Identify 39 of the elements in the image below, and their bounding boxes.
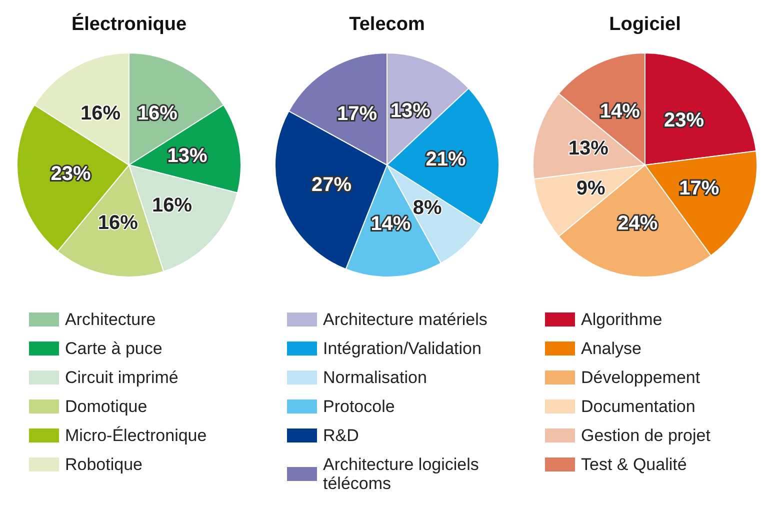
legend-label: Micro-Électronique xyxy=(65,426,207,445)
legend-label: Test & Qualité xyxy=(581,455,687,474)
data-label: 16% xyxy=(98,212,138,234)
legend-label: Développement xyxy=(581,368,700,387)
legend-label: Architecture xyxy=(65,310,156,329)
data-label: 8% xyxy=(412,197,442,220)
legend-label: Intégration/Validation xyxy=(323,339,482,358)
legend-label: Carte à puce xyxy=(65,339,162,358)
legend-label: Domotique xyxy=(65,397,148,416)
chart-title: Telecom xyxy=(349,14,425,35)
data-label: 17% xyxy=(679,177,720,200)
data-label: 27% xyxy=(311,174,352,196)
data-label: 23% xyxy=(50,163,91,186)
legend-label: Documentation xyxy=(581,397,696,416)
legend-label: Circuit imprimé xyxy=(65,368,178,387)
legend-label: Analyse xyxy=(581,339,642,358)
legend-label: Normalisation xyxy=(323,368,427,387)
chart-title: Logiciel xyxy=(609,14,681,35)
data-label: 16% xyxy=(80,102,121,124)
legend-label: Protocole xyxy=(323,397,395,416)
data-label: 17% xyxy=(336,103,378,126)
data-label: 16% xyxy=(152,194,192,216)
data-label: 9% xyxy=(576,177,606,200)
data-label: 21% xyxy=(426,148,466,170)
data-label: 13% xyxy=(390,100,431,122)
legend-label: Algorithme xyxy=(581,310,662,329)
data-label: 24% xyxy=(618,212,658,235)
data-label: 16% xyxy=(137,102,178,124)
legend-label: Gestion de projet xyxy=(581,426,711,445)
legend-label: Robotique xyxy=(65,455,143,474)
data-label: 14% xyxy=(370,212,411,235)
legend-label: R&D xyxy=(323,426,359,445)
data-label: 14% xyxy=(600,100,640,123)
data-label: 13% xyxy=(167,144,208,167)
legend-label: Architecture logiciels télécoms xyxy=(323,455,484,493)
data-label: 13% xyxy=(568,138,609,160)
data-label: 23% xyxy=(664,110,704,132)
chart-title: Électronique xyxy=(71,13,187,35)
legend-label: Architecture matériels xyxy=(323,310,488,329)
